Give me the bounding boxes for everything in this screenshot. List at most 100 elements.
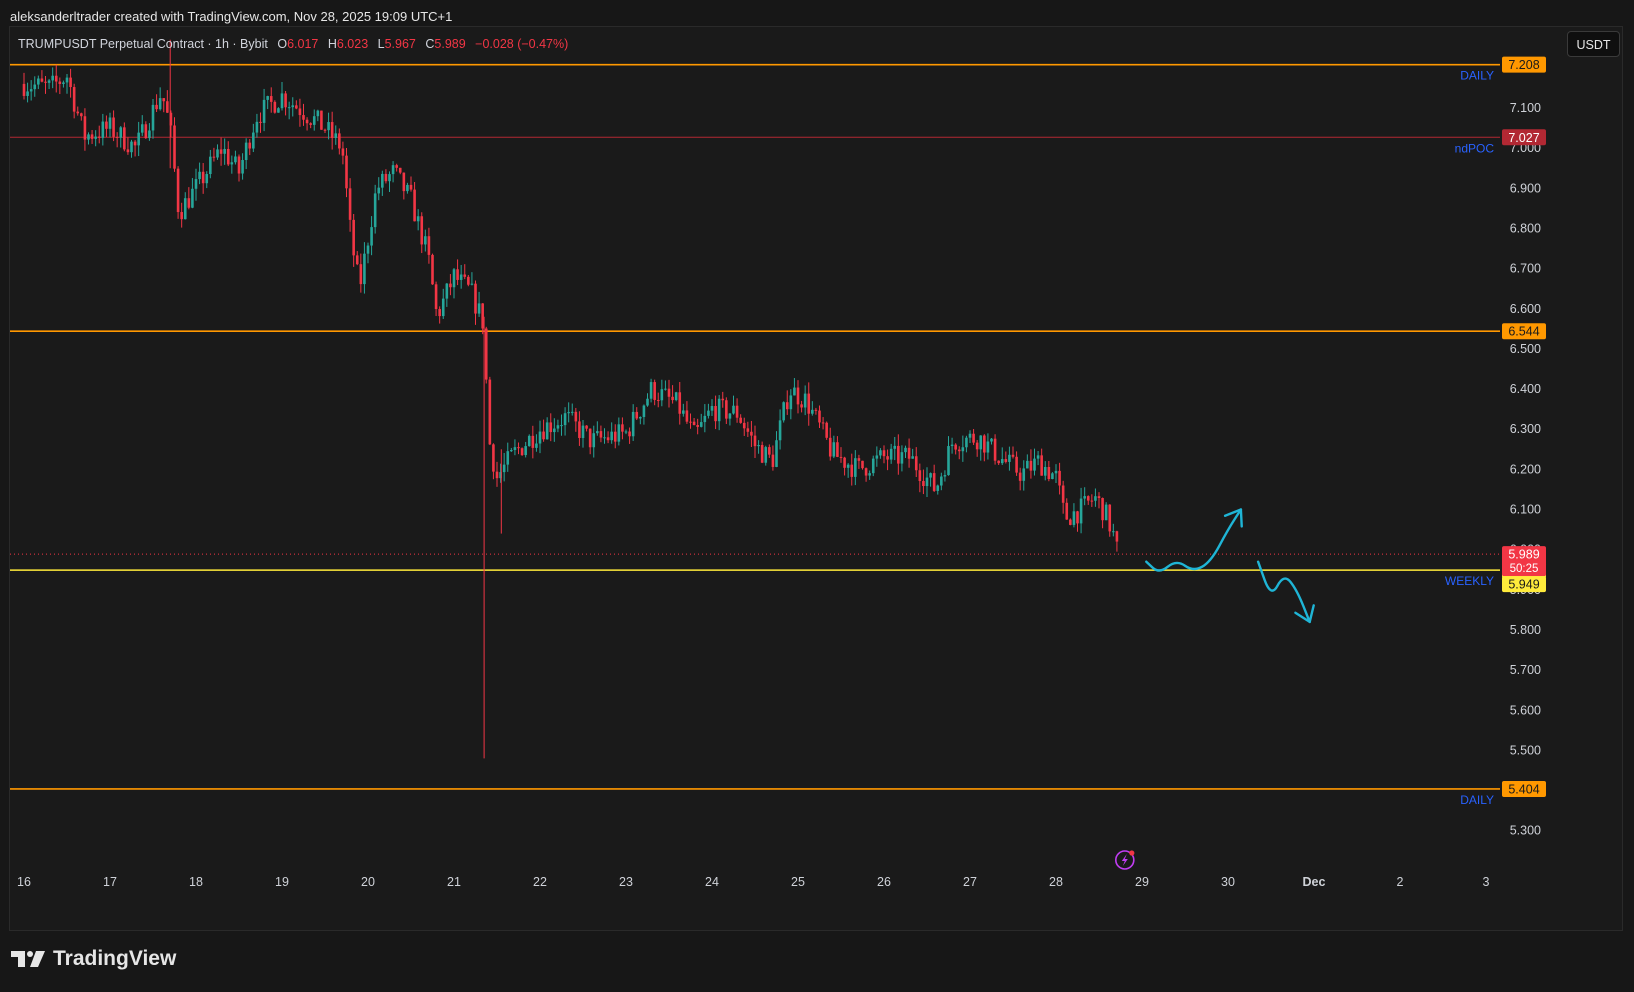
candle — [871, 455, 875, 477]
chart-pane[interactable] — [9, 26, 1623, 931]
candle-body — [33, 84, 37, 90]
candle-body — [1097, 496, 1101, 499]
candle — [850, 453, 854, 486]
candle — [1097, 492, 1101, 509]
x-tick-label: 27 — [963, 875, 977, 889]
candle-body — [839, 456, 843, 458]
candle — [108, 112, 112, 138]
candle — [492, 443, 495, 480]
candle-body — [857, 458, 861, 461]
candle-body — [1026, 460, 1029, 469]
candle — [1040, 448, 1043, 476]
currency-button[interactable]: USDT — [1567, 31, 1620, 57]
candle-body — [535, 443, 538, 448]
symbol-title[interactable]: TRUMPUSDT Perpetual Contract · 1h · Bybi… — [18, 37, 268, 51]
candle — [395, 163, 398, 172]
candle — [814, 407, 818, 415]
candle-body — [212, 156, 216, 158]
candle-body — [219, 149, 223, 154]
candle — [320, 110, 323, 130]
candle-body — [524, 446, 527, 456]
candle — [366, 242, 370, 264]
candle-body — [352, 219, 355, 256]
candle — [782, 401, 785, 423]
candle — [975, 439, 979, 457]
candle-body — [997, 460, 1000, 464]
candle-body — [456, 269, 459, 280]
lightning-event-icon — [1115, 850, 1135, 870]
candle — [266, 95, 269, 110]
candle-body — [1051, 473, 1054, 479]
x-tick-label: 18 — [189, 875, 203, 889]
candle — [456, 259, 459, 286]
candle-body — [148, 130, 151, 139]
candle-body — [760, 445, 764, 463]
candle — [277, 107, 280, 113]
candle-body — [140, 124, 144, 133]
candle-body — [639, 416, 642, 419]
candle — [667, 379, 671, 408]
level-tag-label: DAILY — [1460, 69, 1494, 83]
candle-body — [542, 431, 545, 440]
candle — [1043, 461, 1047, 481]
candle — [961, 435, 965, 462]
candle — [180, 202, 183, 228]
candle-body — [280, 93, 284, 109]
tradingview-logo[interactable]: TradingView — [11, 947, 176, 971]
candle — [65, 74, 69, 94]
candle — [402, 172, 406, 200]
candle — [746, 421, 750, 437]
candle-body — [517, 447, 520, 449]
candle — [857, 454, 861, 469]
candle-body — [26, 91, 29, 96]
candle-body — [803, 393, 807, 408]
candle — [818, 405, 821, 429]
change-value: −0.028 (−0.47%) — [475, 37, 569, 51]
candle — [904, 445, 907, 458]
candle-body — [889, 448, 893, 460]
candle-body — [929, 473, 932, 478]
candle — [1036, 451, 1040, 466]
candle-body — [266, 96, 269, 100]
candle-body — [943, 475, 947, 477]
candle — [846, 463, 850, 478]
candle — [682, 403, 685, 417]
candle — [707, 403, 710, 419]
candle-body — [312, 116, 316, 125]
candle-body — [1054, 470, 1058, 474]
level-price-tag — [1502, 780, 1546, 797]
candle — [449, 274, 452, 296]
candle-body — [327, 122, 330, 131]
candle — [316, 109, 320, 122]
candle — [51, 67, 54, 89]
candle — [1011, 446, 1015, 459]
candle — [893, 437, 897, 461]
candle-body — [750, 431, 753, 436]
candle-body — [402, 172, 406, 192]
candle-body — [391, 165, 395, 175]
candle — [144, 121, 148, 139]
candle — [44, 76, 47, 94]
candle-body — [495, 471, 499, 479]
candle — [692, 417, 696, 426]
candle — [925, 467, 929, 498]
candle — [355, 251, 359, 266]
candle — [775, 431, 778, 468]
candle-body — [69, 77, 72, 88]
x-tick-label: 19 — [275, 875, 289, 889]
y-tick-label: 7.100 — [1510, 101, 1541, 115]
candle-body — [986, 441, 990, 453]
candle — [477, 291, 481, 317]
candle — [714, 395, 717, 430]
candle-body — [739, 417, 742, 423]
candle-body — [105, 121, 108, 129]
price-chart[interactable]: 7.1007.0006.9006.8006.7006.6006.5006.400… — [0, 0, 1634, 932]
candle-body — [363, 253, 366, 285]
candle — [345, 148, 348, 198]
candle-body — [424, 236, 427, 245]
candle-body — [993, 438, 997, 461]
candle — [76, 106, 80, 116]
candle-body — [119, 127, 123, 138]
candle-body — [452, 269, 456, 288]
candle-body — [990, 438, 993, 442]
